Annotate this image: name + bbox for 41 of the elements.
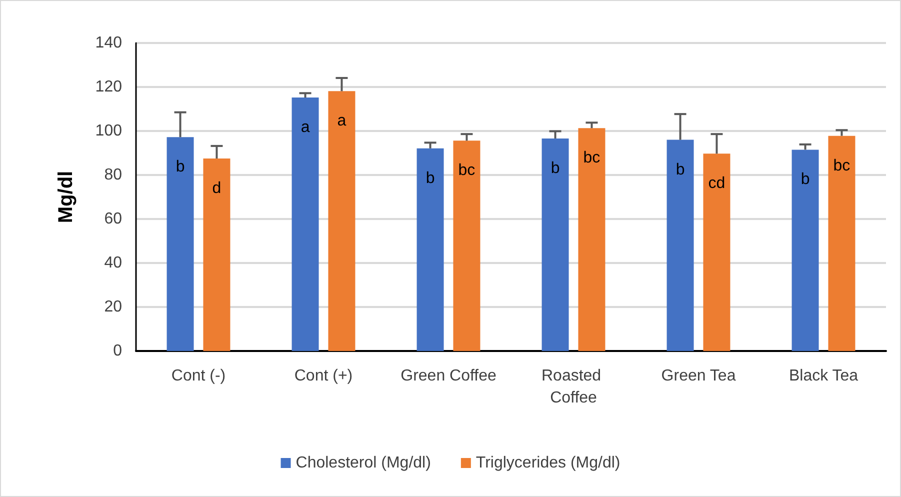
bar (828, 136, 856, 351)
data-label: bc (833, 157, 850, 174)
data-label: b (426, 170, 435, 187)
bar (166, 137, 194, 351)
data-label: a (300, 119, 310, 136)
data-label: bc (583, 150, 600, 167)
data-label: b (800, 171, 810, 188)
x-tick-label: Cont (-) (171, 368, 226, 384)
bar (453, 140, 480, 351)
y-tick-label: 140 (95, 34, 122, 52)
y-tick-label: 120 (95, 78, 122, 96)
x-tick-label: Green Coffee (400, 368, 496, 384)
x-tick-label: Roasted Coffee (541, 368, 606, 406)
data-label: d (212, 180, 222, 197)
bar (416, 148, 444, 351)
legend-label: Cholesterol (Mg/dl) (296, 454, 431, 472)
y-tick-label: 40 (104, 254, 122, 272)
y-axis-title: Mg/dl (55, 170, 77, 224)
data-label: cd (708, 175, 726, 192)
y-tick-label: 100 (95, 122, 122, 140)
data-label: b (550, 160, 560, 177)
data-label: a (337, 112, 346, 130)
legend-label: Triglycerides (Mg/dl) (476, 454, 620, 472)
x-tick-label: Green Tea (661, 368, 736, 384)
bar (792, 150, 819, 351)
data-label: b (676, 161, 685, 178)
y-tick-label: 20 (104, 298, 122, 316)
bar (703, 154, 730, 351)
y-tick-label: 0 (113, 342, 122, 360)
bar (542, 138, 569, 351)
data-label: bc (458, 162, 476, 180)
y-tick-label: 80 (104, 166, 122, 184)
bar (292, 98, 319, 351)
data-label: b (176, 158, 185, 176)
y-tick-label: 60 (104, 210, 122, 228)
x-tick-label: Black Tea (788, 368, 858, 384)
bar (578, 128, 606, 351)
x-tick-label: Cont (+) (294, 368, 353, 384)
bar (328, 91, 356, 351)
bar (203, 158, 230, 351)
bar (666, 140, 694, 351)
